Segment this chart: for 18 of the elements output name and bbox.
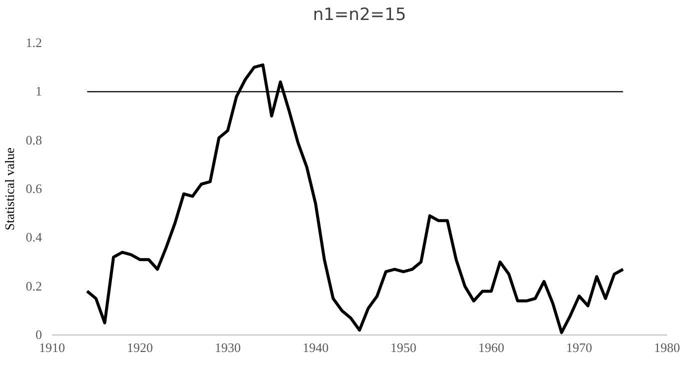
y-tick-label: 1.2: [26, 35, 42, 50]
y-tick-label: 0.2: [26, 278, 42, 294]
x-tick-label: 1980: [654, 340, 680, 355]
x-tick-label: 1970: [566, 340, 592, 355]
x-tick-label: 1960: [478, 340, 504, 355]
line-series: [86, 63, 625, 334]
y-axis-title: Statistical value: [2, 147, 17, 230]
x-tick-label: 1940: [302, 340, 329, 355]
y-tick-label: 1: [36, 84, 42, 99]
y-tick-label: 0: [36, 327, 42, 342]
y-tick-label: 0.4: [26, 230, 42, 245]
x-tick-label: 1950: [390, 340, 416, 355]
y-tick-label: 0.8: [26, 132, 42, 148]
y-tick-label: 0.6: [26, 181, 42, 196]
x-tick-label: 1930: [214, 340, 241, 355]
x-tick-label: 1920: [126, 340, 153, 355]
chart-title: n1=n2=15: [312, 5, 406, 25]
x-tick-label: 1910: [39, 340, 65, 355]
